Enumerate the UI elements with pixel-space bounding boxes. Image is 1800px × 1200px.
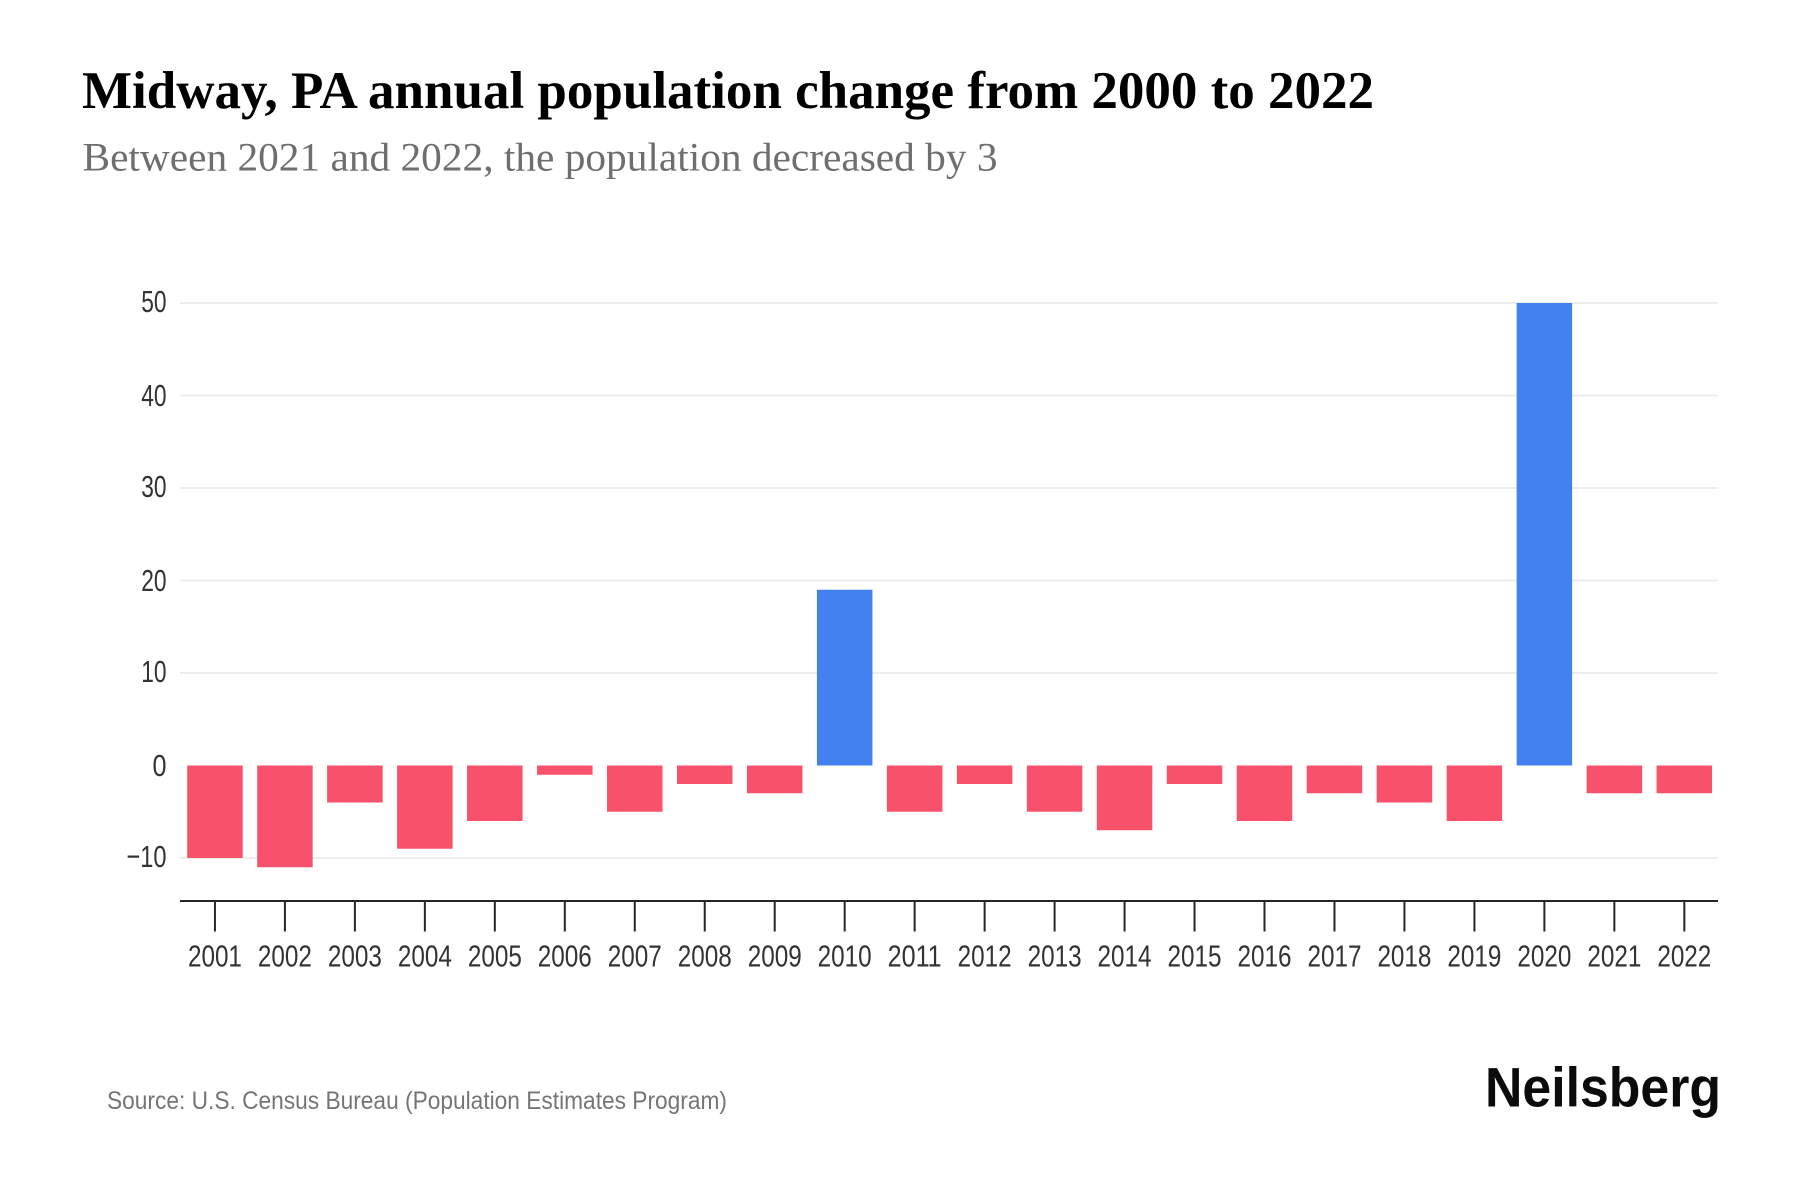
- svg-text:2001: 2001: [188, 939, 242, 974]
- svg-text:2016: 2016: [1238, 939, 1292, 974]
- svg-text:Source: U.S. Census Bureau (Po: Source: U.S. Census Bureau (Population E…: [107, 1087, 727, 1115]
- svg-text:2011: 2011: [888, 939, 942, 974]
- svg-text:2010: 2010: [818, 939, 872, 974]
- svg-text:2017: 2017: [1307, 939, 1361, 974]
- svg-text:2013: 2013: [1028, 939, 1082, 974]
- svg-text:2006: 2006: [538, 939, 592, 974]
- svg-text:Neilsberg: Neilsberg: [1485, 1056, 1721, 1119]
- svg-text:2020: 2020: [1517, 939, 1571, 974]
- svg-text:20: 20: [141, 563, 166, 598]
- svg-text:−10: −10: [127, 839, 167, 874]
- svg-text:2015: 2015: [1168, 939, 1222, 974]
- svg-text:2021: 2021: [1587, 939, 1641, 974]
- svg-text:Midway, PA annual population c: Midway, PA annual population change from…: [82, 62, 1374, 120]
- svg-text:0: 0: [153, 748, 167, 783]
- svg-text:2004: 2004: [398, 939, 452, 974]
- svg-text:2014: 2014: [1098, 939, 1152, 974]
- svg-text:2007: 2007: [608, 939, 662, 974]
- svg-text:2019: 2019: [1447, 939, 1501, 974]
- svg-text:10: 10: [141, 654, 166, 689]
- svg-text:Between 2021 and 2022, the pop: Between 2021 and 2022, the population de…: [83, 134, 998, 179]
- svg-text:50: 50: [141, 284, 166, 319]
- svg-text:2009: 2009: [748, 939, 802, 974]
- svg-text:2008: 2008: [678, 939, 732, 974]
- svg-text:30: 30: [141, 469, 166, 504]
- svg-text:2005: 2005: [468, 939, 522, 974]
- svg-text:2018: 2018: [1377, 939, 1431, 974]
- svg-text:2003: 2003: [328, 939, 382, 974]
- svg-text:2022: 2022: [1657, 939, 1711, 974]
- svg-text:2002: 2002: [258, 939, 312, 974]
- svg-text:2012: 2012: [958, 939, 1012, 974]
- svg-text:40: 40: [141, 378, 166, 413]
